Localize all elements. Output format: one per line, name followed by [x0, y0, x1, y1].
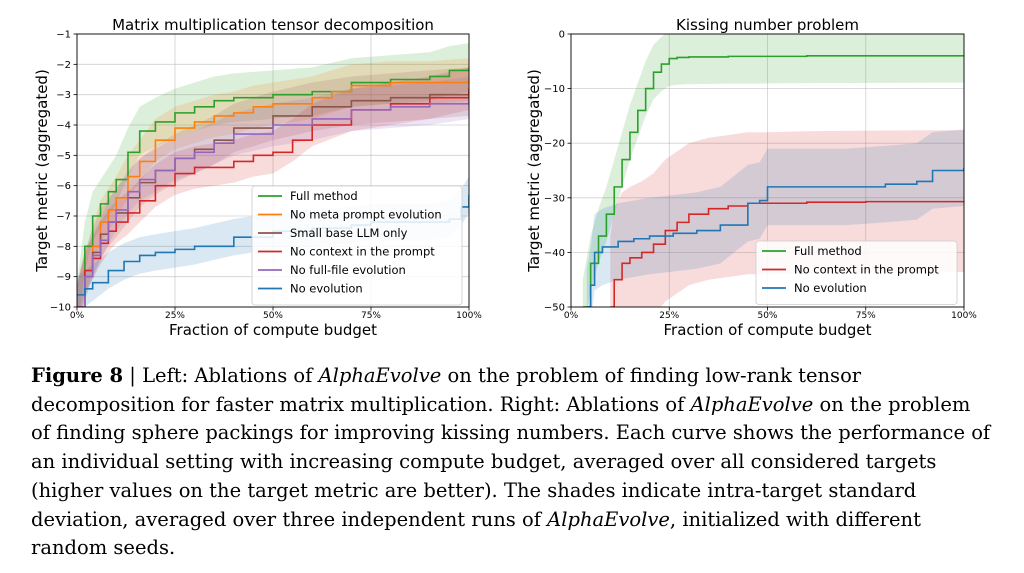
legend: Full method No meta prompt evolution Small… [251, 185, 463, 306]
legend-label-4: No full-file evolution [290, 263, 406, 277]
y-tick-label: −3 [56, 90, 71, 101]
y-tick-label: −10 [50, 303, 71, 314]
legend: Full method No context in the prompt No ev… [755, 240, 958, 305]
series-line-2 [586, 167, 964, 307]
legend-label-0: Full method [290, 189, 358, 203]
y-tick-label: −40 [544, 248, 565, 259]
x-tick-label: 75% [856, 311, 876, 321]
y-tick-label: −5 [56, 151, 71, 162]
x-tick-label: 75% [361, 311, 381, 321]
figure-label: Figure 8 [31, 364, 124, 387]
legend-label-5: No evolution [290, 282, 363, 296]
series-line-4 [77, 97, 469, 307]
y-tick-label: −9 [56, 272, 71, 283]
series-band-3 [77, 67, 469, 307]
y-tick-label: −8 [56, 242, 71, 253]
y-tick-label: −7 [56, 212, 71, 223]
y-axis-label: Target metric (aggregated) [33, 69, 51, 273]
legend-box [755, 240, 958, 305]
caption-text: Left: Ablations of AlphaEvolve on the pr… [31, 364, 991, 560]
series-band-0 [582, 34, 964, 307]
x-tick-label: 0% [70, 311, 85, 321]
chart-title: Kissing number problem [676, 16, 859, 34]
series-band-2 [586, 129, 964, 307]
caption-separator: | [123, 364, 143, 387]
series-line-1 [77, 79, 469, 307]
chart-title: Matrix multiplication tensor decompositi… [112, 16, 434, 34]
chart-matrix-multiplication: 0% 25% 50% 75% 100% −10 −9 −8 −7 −6 −5 −4 −3 −2 −1 Matr… [33, 16, 482, 339]
legend-label-2: Small base LLM only [290, 226, 408, 240]
x-tick-label: 100% [951, 311, 977, 321]
figure-canvas: 0% 25% 50% 75% 100% −10 −9 −8 −7 −6 −5 −4 −3 −2 −1 Matr… [33, 16, 977, 339]
y-tick-label: −30 [544, 193, 565, 204]
y-tick-label: −4 [56, 121, 71, 132]
y-tick-label: −1 [56, 30, 71, 41]
y-tick-label: −2 [56, 60, 71, 71]
y-tick-label: 0 [559, 30, 565, 41]
legend-label-1: No context in the prompt [794, 263, 939, 277]
series-line-0 [582, 55, 964, 307]
series-line-1 [610, 200, 964, 307]
x-tick-label: 25% [165, 311, 185, 321]
series-line-0 [77, 67, 469, 307]
x-axis-label: Fraction of compute budget [664, 321, 872, 339]
legend-label-1: No meta prompt evolution [290, 208, 442, 222]
legend-label-0: Full method [794, 244, 862, 258]
chart-kissing-number: 0% 25% 50% 75% 100% −50 −40 −30 −20 −10 0 Kissing n… [525, 16, 977, 339]
legend-label-3: No context in the prompt [290, 245, 435, 259]
y-tick-label: −10 [544, 84, 565, 95]
x-tick-label: 100% [456, 311, 482, 321]
y-axis-label: Target metric (aggregated) [525, 69, 543, 273]
x-tick-label: 50% [757, 311, 777, 321]
x-axis-label: Fraction of compute budget [169, 321, 377, 339]
legend-label-2: No evolution [794, 281, 867, 295]
y-tick-label: −50 [544, 303, 565, 314]
x-tick-label: 0% [564, 311, 579, 321]
x-tick-label: 25% [659, 311, 679, 321]
figure-caption: Figure 8 | Left: Ablations of AlphaEvolv… [31, 362, 993, 563]
y-tick-label: −20 [544, 139, 565, 150]
y-tick-label: −6 [56, 181, 71, 192]
legend-box [251, 185, 463, 306]
x-tick-label: 50% [263, 311, 283, 321]
series-band-0 [77, 43, 469, 307]
